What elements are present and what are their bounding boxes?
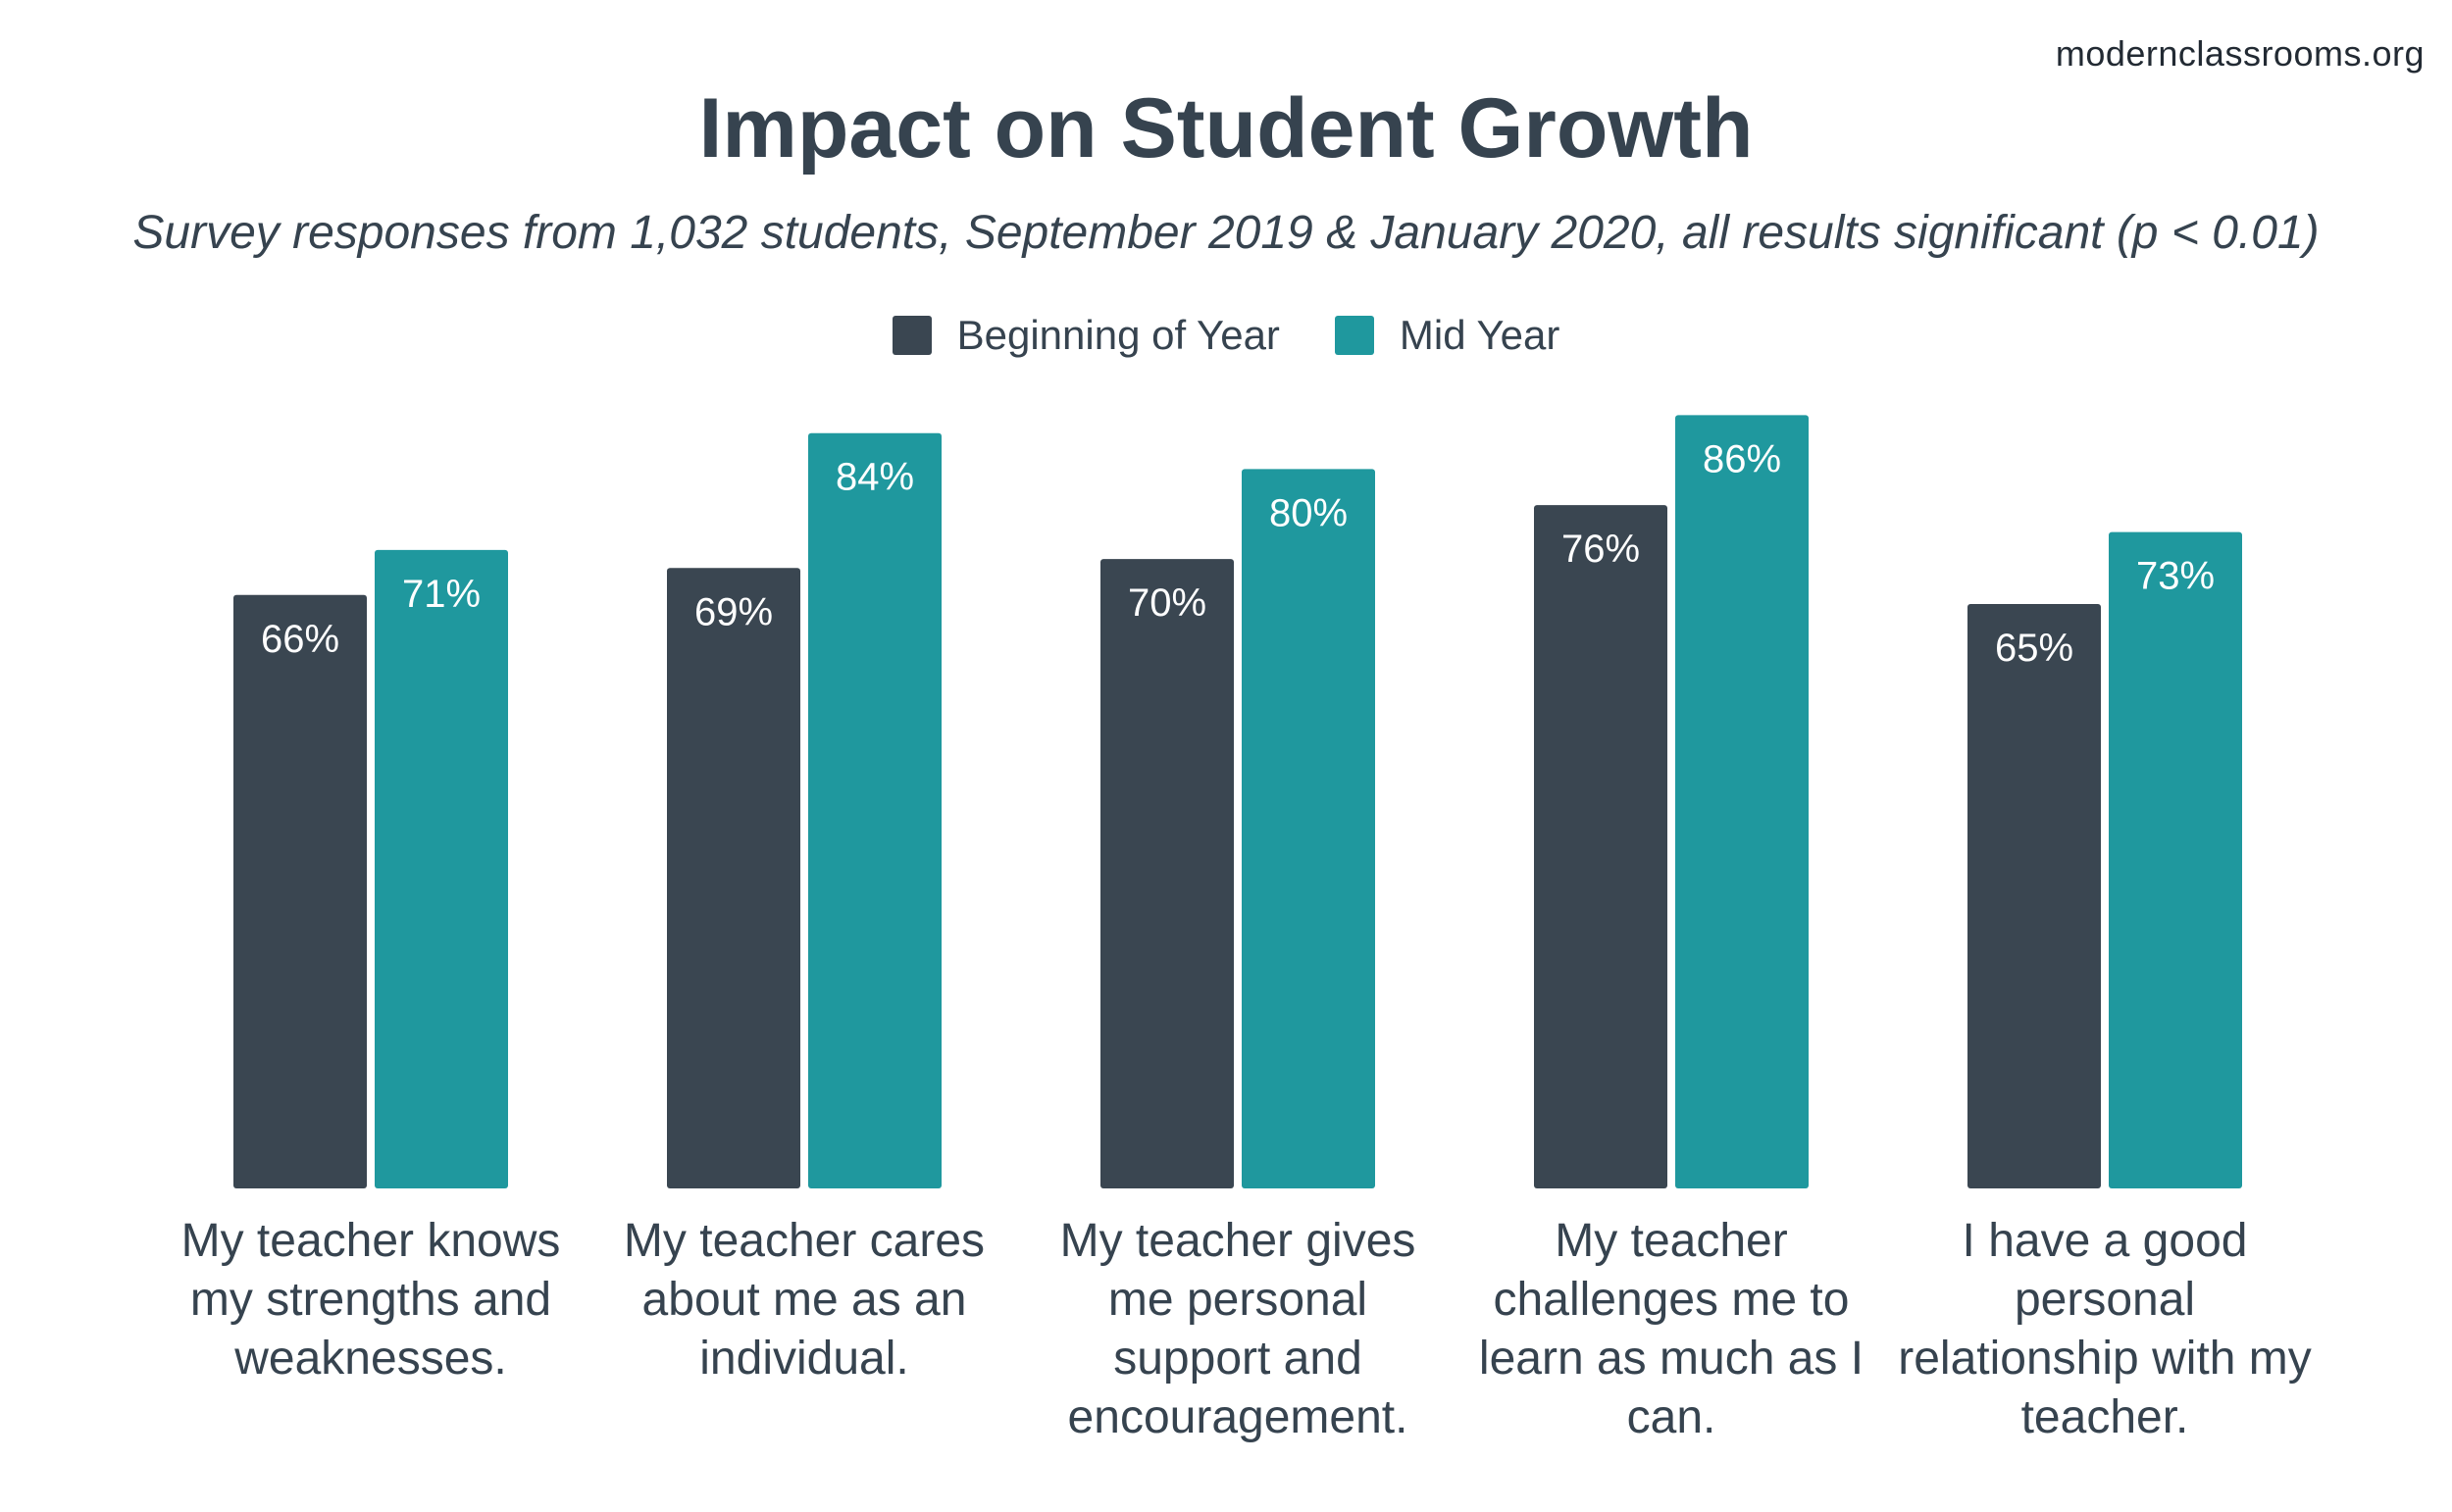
legend-label-beginning: Beginning of Year — [956, 312, 1280, 358]
bar-beginning-2 — [1100, 559, 1234, 1188]
data-label-beginning-4: 65% — [1995, 627, 2073, 670]
data-label-mid-0: 71% — [402, 573, 481, 616]
chart-subtitle: Survey responses from 1,032 students, Se… — [132, 207, 2320, 259]
legend: Beginning of Year Mid Year — [0, 312, 2452, 359]
legend-swatch-mid — [1334, 316, 1374, 355]
bar-mid-0 — [375, 549, 508, 1188]
data-label-beginning-2: 70% — [1128, 581, 1206, 625]
category-label-2: My teacher gives me personal support and… — [1059, 1215, 1416, 1443]
bar-mid-3 — [1675, 415, 1809, 1188]
bar-beginning-4 — [1967, 603, 2101, 1188]
category-label-4: I have a good personal relationship with… — [1898, 1215, 2312, 1443]
legend-item-beginning: Beginning of Year — [892, 312, 1280, 359]
data-label-beginning-3: 76% — [1561, 528, 1640, 571]
chart-title: Impact on Student Growth — [698, 81, 1754, 176]
category-label-3: My teacher challenges me to learn as muc… — [1478, 1215, 1865, 1443]
data-label-mid-1: 84% — [836, 456, 914, 499]
bar-beginning-1 — [667, 568, 800, 1188]
bar-mid-4 — [2109, 531, 2242, 1188]
bar-beginning-3 — [1534, 505, 1667, 1188]
legend-item-mid: Mid Year — [1334, 312, 1560, 359]
data-label-mid-2: 80% — [1269, 491, 1348, 534]
category-label-0: My teacher knows my strengths and weakne… — [180, 1215, 561, 1385]
source-credit: modernclassrooms.org — [2055, 33, 2425, 74]
category-label-1: My teacher cares about me as an individu… — [623, 1215, 986, 1385]
legend-label-mid: Mid Year — [1399, 312, 1560, 358]
data-label-mid-4: 73% — [2136, 555, 2215, 598]
legend-swatch-beginning — [892, 316, 932, 355]
bar-mid-2 — [1242, 469, 1375, 1188]
data-label-mid-3: 86% — [1703, 437, 1781, 480]
bar-mid-1 — [808, 432, 942, 1189]
data-label-beginning-0: 66% — [261, 618, 339, 661]
data-label-beginning-1: 69% — [694, 590, 773, 633]
bar-beginning-0 — [233, 594, 367, 1188]
